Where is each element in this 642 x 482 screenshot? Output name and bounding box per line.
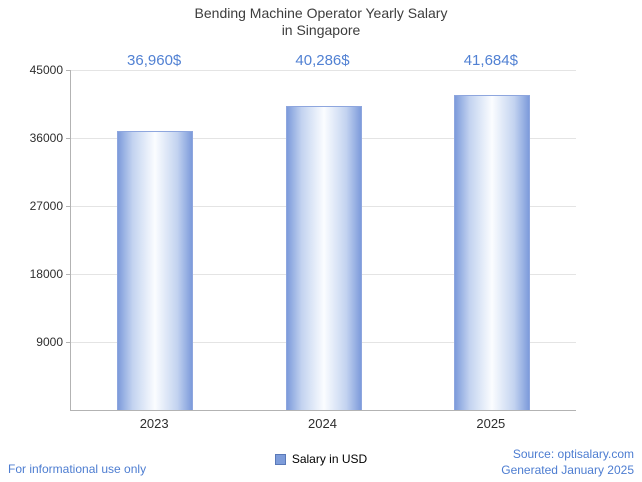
- gridline: [71, 70, 576, 71]
- y-axis-tick-label: 18000: [29, 267, 63, 281]
- value-label: 41,684$: [463, 52, 518, 69]
- generated-text: Generated January 2025: [501, 463, 634, 477]
- y-axis-tickmark: [66, 342, 71, 343]
- value-label-row: 36,960$ 40,286$ 41,684$: [70, 52, 575, 72]
- value-label: 40,286$: [295, 52, 350, 69]
- x-axis-label-row: 2023 2024 2025: [70, 416, 575, 434]
- legend: Salary in USD: [0, 452, 642, 466]
- chart-title-line2: in Singapore: [281, 22, 361, 38]
- y-axis-tickmark: [66, 138, 71, 139]
- y-axis-tick-label: 9000: [36, 335, 63, 349]
- legend-label: Salary in USD: [291, 452, 368, 466]
- y-axis-tick-label: 45000: [29, 63, 63, 77]
- bar-chart-plot-area: 9000 18000 27000 36000 45000: [30, 63, 576, 411]
- y-axis-tickmark: [66, 274, 71, 275]
- source-text: Source: optisalary.com: [512, 447, 634, 461]
- legend-swatch: [274, 453, 286, 465]
- bar-2025: [453, 95, 530, 410]
- y-axis-tickmark: [66, 206, 71, 207]
- y-axis-tickmark: [66, 70, 71, 71]
- bar-2023: [117, 130, 194, 410]
- chart-title: Bending Machine Operator Yearly Salary i…: [0, 5, 642, 39]
- disclaimer-text: For informational use only: [8, 462, 147, 476]
- source-block: Source: optisalary.com Generated January…: [501, 446, 634, 478]
- x-axis-category-label: 2024: [308, 416, 337, 431]
- x-axis-category-label: 2023: [139, 416, 169, 431]
- chart-title-line1: Bending Machine Operator Yearly Salary: [194, 5, 448, 21]
- y-axis-tick-label: 27000: [29, 199, 63, 213]
- bar-2024: [285, 105, 362, 410]
- x-axis-category-label: 2025: [476, 416, 506, 431]
- y-axis-tick-label: 36000: [29, 131, 63, 145]
- value-label: 36,960$: [127, 52, 182, 69]
